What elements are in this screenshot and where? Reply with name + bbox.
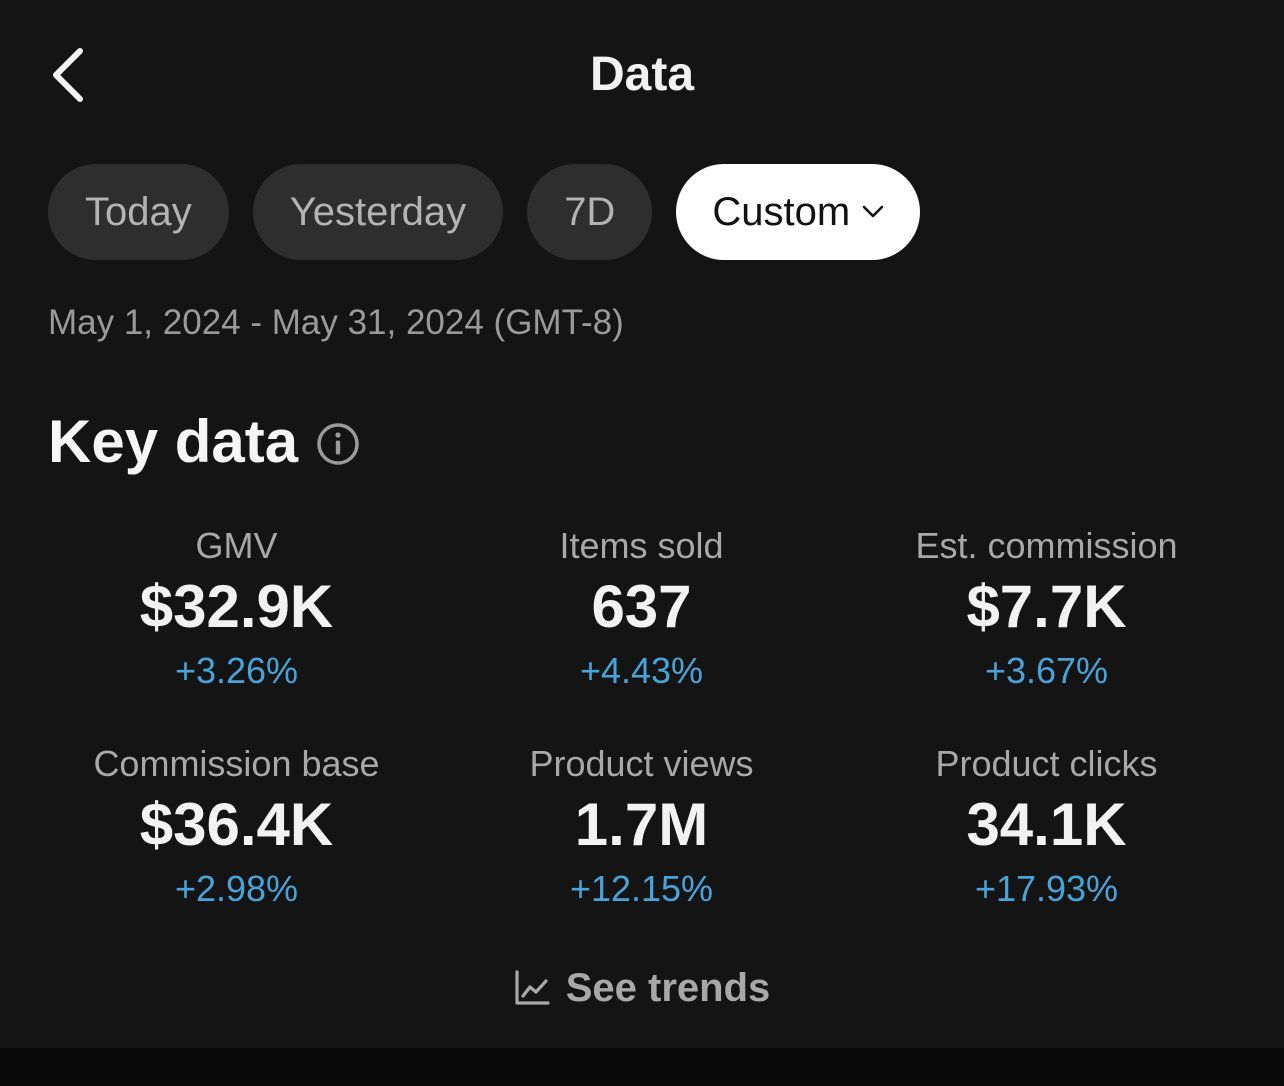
filter-chip-today[interactable]: Today bbox=[48, 164, 229, 260]
metric-value: 34.1K bbox=[966, 791, 1127, 858]
metric-change: +3.26% bbox=[174, 650, 299, 691]
filter-chip-label: 7D bbox=[564, 189, 616, 234]
filter-chip-label: Today bbox=[85, 189, 192, 234]
metric-product-views[interactable]: Product views 1.7M +12.15% bbox=[439, 738, 844, 956]
key-data-heading-row: Key data bbox=[48, 405, 360, 479]
see-trends-label: See trends bbox=[565, 966, 771, 1010]
back-button[interactable] bbox=[38, 40, 98, 110]
metric-change: +3.67% bbox=[984, 650, 1109, 691]
metric-value: 1.7M bbox=[574, 791, 709, 858]
metric-est-commission[interactable]: Est. commission $7.7K +3.67% bbox=[844, 520, 1249, 738]
date-range-text: May 1, 2024 - May 31, 2024 (GMT-8) bbox=[48, 303, 624, 342]
metric-label: Commission base bbox=[93, 743, 380, 784]
metric-items-sold[interactable]: Items sold 637 +4.43% bbox=[439, 520, 844, 738]
metric-change: +4.43% bbox=[579, 650, 704, 691]
metric-label: Product views bbox=[529, 743, 754, 784]
metric-product-clicks[interactable]: Product clicks 34.1K +17.93% bbox=[844, 738, 1249, 956]
metric-label: Est. commission bbox=[915, 525, 1178, 566]
chevron-down-icon bbox=[862, 205, 884, 218]
filter-chip-7d[interactable]: 7D bbox=[527, 164, 653, 260]
metric-label: GMV bbox=[195, 525, 278, 566]
metric-change: +2.98% bbox=[174, 868, 299, 909]
chevron-left-icon bbox=[53, 48, 83, 102]
filter-chip-label: Custom bbox=[712, 189, 851, 234]
metric-label: Items sold bbox=[559, 525, 724, 566]
metric-value: 637 bbox=[591, 573, 692, 640]
section-title: Key data bbox=[48, 408, 299, 475]
metric-value: $7.7K bbox=[966, 573, 1127, 640]
metric-commission-base[interactable]: Commission base $36.4K +2.98% bbox=[34, 738, 439, 956]
page-title: Data bbox=[589, 48, 695, 101]
date-filter-chips: Today Yesterday 7D Custom bbox=[48, 164, 921, 260]
metric-change: +12.15% bbox=[569, 868, 714, 909]
metric-value: $36.4K bbox=[139, 791, 334, 858]
metric-gmv[interactable]: GMV $32.9K +3.26% bbox=[34, 520, 439, 738]
filter-chip-yesterday[interactable]: Yesterday bbox=[252, 164, 504, 260]
see-trends-button[interactable]: See trends bbox=[0, 958, 1284, 1018]
metric-value: $32.9K bbox=[139, 573, 334, 640]
metric-change: +17.93% bbox=[974, 868, 1119, 909]
line-chart-icon bbox=[515, 970, 550, 1005]
filter-chip-custom[interactable]: Custom bbox=[676, 164, 921, 260]
header: Data bbox=[0, 0, 1284, 150]
metrics-grid: GMV $32.9K +3.26% Items sold 637 +4.43% … bbox=[34, 520, 1250, 956]
filter-chip-label: Yesterday bbox=[289, 189, 467, 234]
metric-label: Product clicks bbox=[935, 743, 1158, 784]
info-icon[interactable] bbox=[316, 422, 360, 466]
bottom-divider-bar bbox=[0, 1048, 1284, 1086]
